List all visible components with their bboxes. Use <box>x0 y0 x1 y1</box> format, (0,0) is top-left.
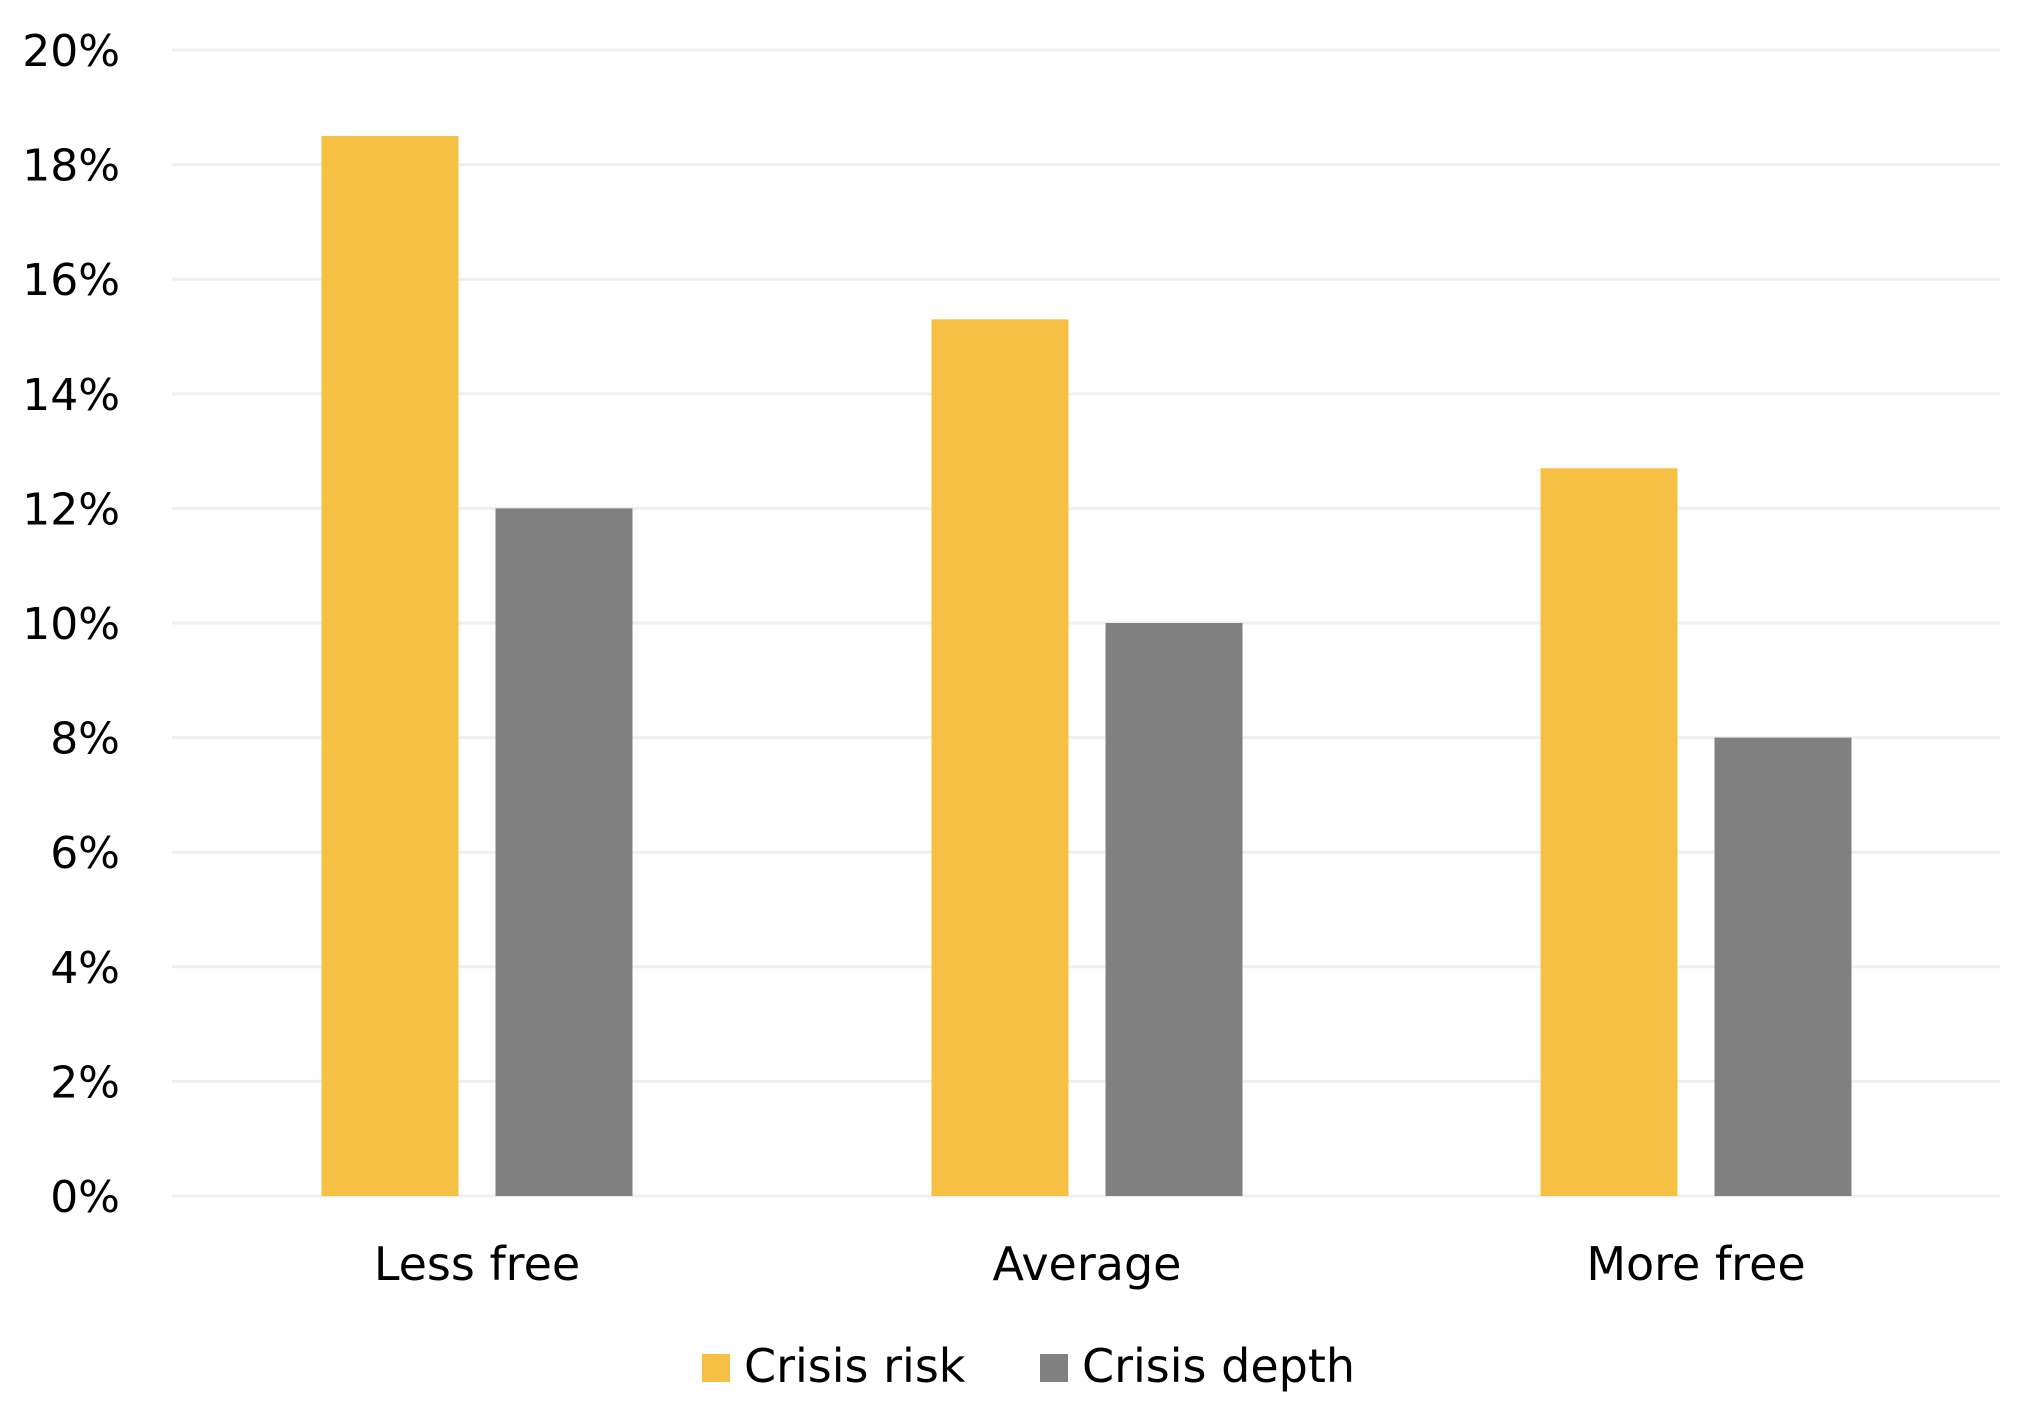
bar-crisis-depth-more-free <box>1714 737 1852 1196</box>
y-tick-label: 12% <box>22 484 120 535</box>
legend-swatch <box>1040 1354 1068 1382</box>
bars <box>321 135 1852 1197</box>
x-tick-label: Less free <box>374 1237 580 1291</box>
x-axis-tick-labels: Less free Average More free <box>374 1237 1806 1291</box>
y-tick-label: 4% <box>50 943 120 994</box>
bar-crisis-depth-less-free <box>495 508 633 1196</box>
legend: Crisis risk Crisis depth <box>702 1339 1355 1393</box>
legend-label: Crisis depth <box>1082 1339 1355 1393</box>
y-tick-label: 14% <box>22 370 120 421</box>
y-tick-label: 20% <box>22 26 120 77</box>
y-tick-label: 6% <box>50 828 120 879</box>
y-axis-tick-labels: 0% 2% 4% 6% 8% 10% 12% 14% 16% 18% 20% <box>22 26 120 1223</box>
x-tick-label: More free <box>1586 1237 1805 1291</box>
legend-swatch <box>702 1354 730 1382</box>
gridlines <box>172 48 2000 1198</box>
y-tick-label: 16% <box>22 255 120 306</box>
legend-label: Crisis risk <box>744 1339 966 1393</box>
y-tick-label: 8% <box>50 714 120 765</box>
y-tick-label: 2% <box>50 1057 120 1108</box>
bar-crisis-risk-less-free <box>321 135 459 1197</box>
bar-crisis-risk-more-free <box>1540 468 1678 1196</box>
y-tick-label: 10% <box>22 599 120 650</box>
bar-crisis-depth-average <box>1105 623 1243 1196</box>
y-tick-label: 18% <box>22 141 120 192</box>
bar-crisis-risk-average <box>931 319 1069 1196</box>
x-tick-label: Average <box>993 1237 1182 1291</box>
y-tick-label: 0% <box>50 1172 120 1223</box>
